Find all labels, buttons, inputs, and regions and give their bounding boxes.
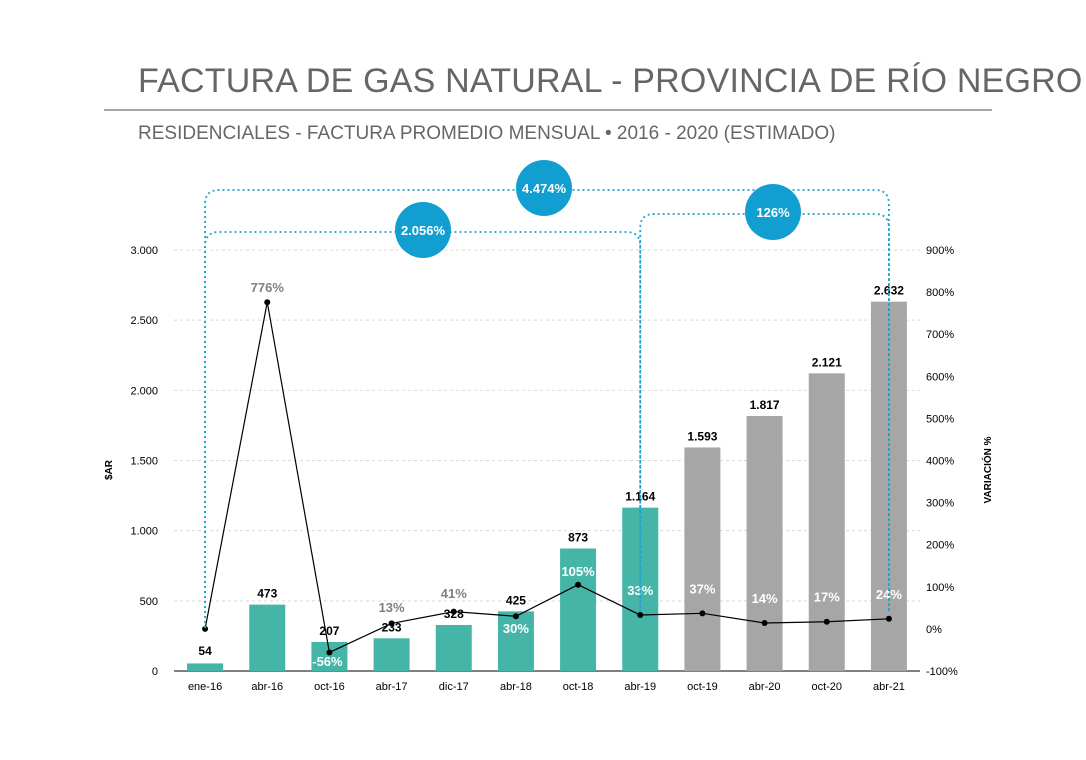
y2-tick-label: 700% bbox=[926, 329, 954, 341]
x-tick-label: abr-16 bbox=[251, 681, 283, 693]
variation-point bbox=[264, 299, 271, 306]
variation-point bbox=[512, 613, 519, 620]
variation-bubble bbox=[395, 202, 451, 258]
variation-label: 17% bbox=[814, 590, 840, 605]
y-axis-title: $AR bbox=[104, 459, 115, 480]
variation-bubble-label: 4.474% bbox=[522, 181, 567, 196]
y-tick-label: 2.000 bbox=[130, 385, 158, 397]
y-tick-label: 0 bbox=[152, 666, 158, 678]
y-tick-label: 1.500 bbox=[130, 456, 158, 468]
y-tick-label: 3.000 bbox=[130, 245, 158, 257]
bar bbox=[435, 624, 472, 671]
bar bbox=[684, 447, 721, 671]
variation-point bbox=[326, 649, 333, 656]
bar bbox=[622, 507, 659, 671]
bar-value-label: 207 bbox=[319, 624, 339, 638]
x-axis-labels: ene-16 abr-16 oct-16 abr-17 dic-17 abr-18 oct-… bbox=[188, 681, 905, 693]
bar-value-label: 54 bbox=[198, 644, 212, 658]
y2-tick-label: 900% bbox=[926, 245, 954, 257]
y2-tick-label: -100% bbox=[926, 666, 958, 678]
bar bbox=[808, 373, 845, 671]
bar-value-label: 1.817 bbox=[750, 398, 780, 412]
bar-value-label: 425 bbox=[506, 593, 526, 607]
bar bbox=[870, 301, 907, 671]
variation-label: 37% bbox=[689, 581, 715, 596]
bar-value-label: 233 bbox=[382, 620, 402, 634]
variation-point bbox=[699, 610, 706, 617]
bar bbox=[249, 604, 286, 671]
variation-label: 14% bbox=[752, 591, 778, 606]
y2-axis-title: VARIACIÓN % bbox=[981, 436, 994, 503]
y-tick-label: 2.500 bbox=[130, 315, 158, 327]
y2-tick-label: 0% bbox=[926, 624, 942, 636]
variation-point bbox=[761, 620, 768, 627]
variation-label: 41% bbox=[441, 586, 467, 601]
bar-value-label: 328 bbox=[444, 607, 464, 621]
variation-label: 105% bbox=[561, 564, 595, 579]
x-tick-label: oct-20 bbox=[811, 681, 842, 693]
page-title: FACTURA DE GAS NATURAL - PROVINCIA DE RÍ… bbox=[138, 62, 1083, 100]
variation-bubble-label: 2.056% bbox=[401, 223, 446, 238]
bar bbox=[746, 416, 783, 671]
y-axis-right: -100% 0% 100% 200% 300% 400% 500% 600% 700% 800% 9… bbox=[926, 245, 958, 678]
variation-label: 776% bbox=[251, 280, 285, 295]
title-divider bbox=[104, 109, 992, 111]
bar-series bbox=[187, 301, 907, 671]
x-tick-label: oct-18 bbox=[563, 681, 594, 693]
variation-point bbox=[202, 625, 209, 632]
variation-point bbox=[450, 608, 457, 615]
x-tick-label: abr-17 bbox=[376, 681, 408, 693]
bar-value-label: 1.593 bbox=[687, 429, 717, 443]
variation-bracket bbox=[204, 189, 890, 628]
page-subtitle: RESIDENCIALES - FACTURA PROMEDIO MENSUAL… bbox=[138, 123, 836, 144]
y-axis-left: 0 500 1.000 1.500 2.000 2.500 3.000 bbox=[130, 245, 158, 678]
grid-lines bbox=[174, 249, 920, 602]
y2-tick-label: 200% bbox=[926, 540, 954, 552]
bar bbox=[373, 638, 410, 671]
variation-line bbox=[204, 302, 889, 654]
variation-point bbox=[388, 620, 395, 627]
variation-bubble bbox=[516, 160, 572, 216]
x-tick-label: abr-19 bbox=[624, 681, 656, 693]
y-tick-label: 1.000 bbox=[130, 526, 158, 538]
bar-value-label: 873 bbox=[568, 530, 588, 544]
bar-value-label: 473 bbox=[257, 587, 277, 601]
x-tick-label: abr-20 bbox=[749, 681, 781, 693]
y2-tick-label: 500% bbox=[926, 413, 954, 425]
variation-brackets: 4.474% 2.056% 126% bbox=[204, 160, 890, 628]
variation-bubble-label: 126% bbox=[756, 205, 790, 220]
y2-tick-label: 300% bbox=[926, 498, 954, 510]
variation-label: 30% bbox=[503, 621, 529, 636]
y2-tick-label: 800% bbox=[926, 287, 954, 299]
bar-value-label: 2.121 bbox=[812, 355, 842, 369]
variation-label: 13% bbox=[379, 600, 405, 615]
variation-label: -56% bbox=[312, 654, 343, 669]
variation-point bbox=[823, 618, 830, 625]
variation-point bbox=[637, 612, 644, 619]
x-tick-label: abr-18 bbox=[500, 681, 532, 693]
variation-line-series bbox=[202, 299, 892, 656]
y2-tick-label: 400% bbox=[926, 456, 954, 468]
variation-bubble bbox=[745, 184, 801, 240]
y2-tick-label: 100% bbox=[926, 582, 954, 594]
bar bbox=[560, 548, 597, 671]
variation-point bbox=[885, 615, 892, 622]
x-tick-label: abr-21 bbox=[873, 681, 905, 693]
variation-point bbox=[575, 581, 582, 588]
x-tick-label: dic-17 bbox=[439, 681, 469, 693]
x-tick-label: oct-16 bbox=[314, 681, 345, 693]
x-tick-label: ene-16 bbox=[188, 681, 222, 693]
bar bbox=[187, 663, 224, 671]
bar bbox=[497, 611, 534, 671]
y2-tick-label: 600% bbox=[926, 371, 954, 383]
x-tick-label: oct-19 bbox=[687, 681, 718, 693]
y-tick-label: 500 bbox=[140, 596, 158, 608]
